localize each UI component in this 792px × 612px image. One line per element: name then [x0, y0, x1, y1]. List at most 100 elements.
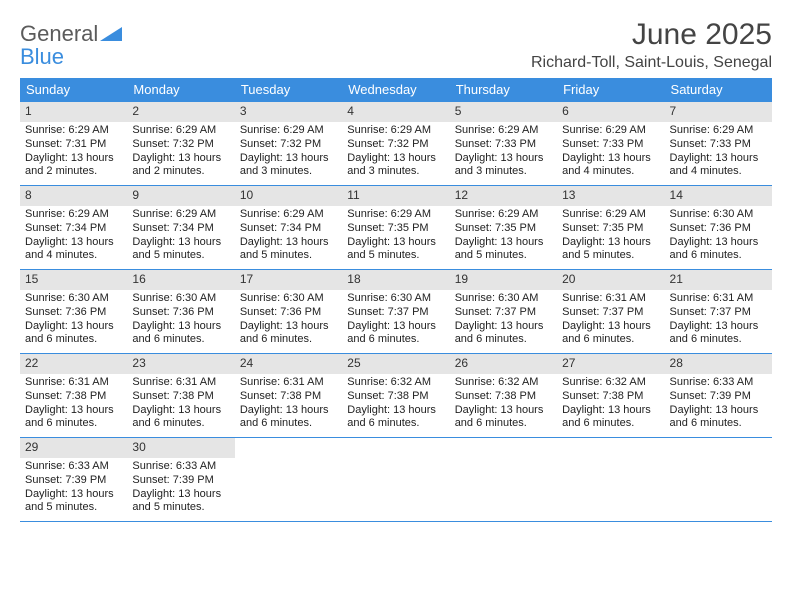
sunset-text: Sunset: 7:39 PM	[132, 474, 229, 488]
day-text: Daylight: 13 hours and 6 minutes.	[562, 320, 659, 348]
day-cell: 1 Sunrise: 6:29 AMSunset: 7:31 PMDaylight…	[20, 102, 127, 185]
sunrise-text: Sunrise: 6:29 AM	[562, 208, 659, 222]
day-cell: 12Sunrise: 6:29 AMSunset: 7:35 PMDayligh…	[450, 186, 557, 269]
sunrise-text: Sunrise: 6:30 AM	[132, 292, 229, 306]
day-text: Daylight: 13 hours and 6 minutes.	[670, 236, 767, 264]
logo-triangle-icon	[100, 27, 122, 41]
day-text: Daylight: 13 hours and 3 minutes.	[240, 152, 337, 180]
weekday-header: Wednesday	[342, 78, 449, 102]
sunrise-text: Sunrise: 6:29 AM	[455, 124, 552, 138]
day-text: Daylight: 13 hours and 5 minutes.	[347, 236, 444, 264]
day-text: Daylight: 13 hours and 2 minutes.	[132, 152, 229, 180]
brand-part1: General	[20, 21, 98, 46]
sunset-text: Sunset: 7:36 PM	[670, 222, 767, 236]
day-cell: 15Sunrise: 6:30 AMSunset: 7:36 PMDayligh…	[20, 270, 127, 353]
sunrise-text: Sunrise: 6:29 AM	[562, 124, 659, 138]
brand-part2: Blue	[20, 44, 64, 69]
week-row: 1Sunrise: 6:29 AMSunset: 7:31 PMDaylight…	[20, 102, 772, 186]
day-text: Daylight: 13 hours and 3 minutes.	[347, 152, 444, 180]
day-text: Daylight: 13 hours and 5 minutes.	[455, 236, 552, 264]
sunrise-text: Sunrise: 6:31 AM	[670, 292, 767, 306]
day-cell-empty	[450, 438, 557, 521]
day-cell-empty	[557, 438, 664, 521]
sunset-text: Sunset: 7:38 PM	[347, 390, 444, 404]
day-number: 29	[20, 438, 127, 458]
sunset-text: Sunset: 7:36 PM	[240, 306, 337, 320]
sunset-text: Sunset: 7:36 PM	[132, 306, 229, 320]
day-text: Daylight: 13 hours and 6 minutes.	[347, 404, 444, 432]
sunrise-text: Sunrise: 6:29 AM	[240, 208, 337, 222]
day-cell: 7Sunrise: 6:29 AMSunset: 7:33 PMDaylight…	[665, 102, 772, 185]
day-text: Daylight: 13 hours and 4 minutes.	[562, 152, 659, 180]
brand-logo: General Blue	[20, 22, 122, 68]
sunrise-text: Sunrise: 6:29 AM	[132, 208, 229, 222]
day-cell-empty	[665, 438, 772, 521]
day-number: 17	[235, 270, 342, 290]
day-number: 1	[20, 102, 127, 122]
sunrise-text: Sunrise: 6:29 AM	[670, 124, 767, 138]
day-text: Daylight: 13 hours and 5 minutes.	[25, 488, 122, 516]
day-text: Daylight: 13 hours and 3 minutes.	[455, 152, 552, 180]
day-cell: 27Sunrise: 6:32 AMSunset: 7:38 PMDayligh…	[557, 354, 664, 437]
day-number: 7	[665, 102, 772, 122]
day-text: Daylight: 13 hours and 6 minutes.	[25, 320, 122, 348]
day-number: 16	[127, 270, 234, 290]
day-text: Daylight: 13 hours and 5 minutes.	[562, 236, 659, 264]
day-cell: 19Sunrise: 6:30 AMSunset: 7:37 PMDayligh…	[450, 270, 557, 353]
day-text: Daylight: 13 hours and 6 minutes.	[670, 404, 767, 432]
day-cell-empty	[235, 438, 342, 521]
sunset-text: Sunset: 7:37 PM	[347, 306, 444, 320]
sunset-text: Sunset: 7:36 PM	[25, 306, 122, 320]
sunrise-text: Sunrise: 6:29 AM	[347, 208, 444, 222]
weekday-header: Monday	[127, 78, 234, 102]
week-row: 8Sunrise: 6:29 AMSunset: 7:34 PMDaylight…	[20, 186, 772, 270]
day-text: Daylight: 13 hours and 6 minutes.	[132, 404, 229, 432]
weekday-header: Sunday	[20, 78, 127, 102]
day-text: Daylight: 13 hours and 6 minutes.	[240, 320, 337, 348]
weeks-container: 1Sunrise: 6:29 AMSunset: 7:31 PMDaylight…	[20, 102, 772, 522]
sunrise-text: Sunrise: 6:30 AM	[25, 292, 122, 306]
week-row: 15Sunrise: 6:30 AMSunset: 7:36 PMDayligh…	[20, 270, 772, 354]
day-cell: 10Sunrise: 6:29 AMSunset: 7:34 PMDayligh…	[235, 186, 342, 269]
sunrise-text: Sunrise: 6:31 AM	[562, 292, 659, 306]
weekday-header-row: SundayMondayTuesdayWednesdayThursdayFrid…	[20, 78, 772, 102]
day-text: Daylight: 13 hours and 6 minutes.	[455, 404, 552, 432]
day-cell: 4Sunrise: 6:29 AMSunset: 7:32 PMDaylight…	[342, 102, 449, 185]
day-cell: 18Sunrise: 6:30 AMSunset: 7:37 PMDayligh…	[342, 270, 449, 353]
sunset-text: Sunset: 7:34 PM	[132, 222, 229, 236]
sunset-text: Sunset: 7:35 PM	[347, 222, 444, 236]
day-number: 28	[665, 354, 772, 374]
sunset-text: Sunset: 7:38 PM	[455, 390, 552, 404]
week-row: 29Sunrise: 6:33 AMSunset: 7:39 PMDayligh…	[20, 438, 772, 522]
day-cell: 26Sunrise: 6:32 AMSunset: 7:38 PMDayligh…	[450, 354, 557, 437]
sunset-text: Sunset: 7:39 PM	[670, 390, 767, 404]
sunset-text: Sunset: 7:31 PM	[25, 138, 122, 152]
sunrise-text: Sunrise: 6:29 AM	[132, 124, 229, 138]
calendar-page: General Blue June 2025 Richard-Toll, Sai…	[0, 0, 792, 532]
day-cell: 3Sunrise: 6:29 AMSunset: 7:32 PMDaylight…	[235, 102, 342, 185]
day-text: Daylight: 13 hours and 2 minutes.	[25, 152, 122, 180]
sunset-text: Sunset: 7:37 PM	[562, 306, 659, 320]
day-cell: 8Sunrise: 6:29 AMSunset: 7:34 PMDaylight…	[20, 186, 127, 269]
sunrise-text: Sunrise: 6:33 AM	[25, 460, 122, 474]
sunset-text: Sunset: 7:33 PM	[455, 138, 552, 152]
day-text: Daylight: 13 hours and 5 minutes.	[132, 236, 229, 264]
day-number: 2	[127, 102, 234, 122]
sunset-text: Sunset: 7:38 PM	[132, 390, 229, 404]
weekday-header: Thursday	[450, 78, 557, 102]
day-text: Daylight: 13 hours and 6 minutes.	[240, 404, 337, 432]
day-number: 8	[20, 186, 127, 206]
day-cell: 2 Sunrise: 6:29 AMSunset: 7:32 PMDaylight…	[127, 102, 234, 185]
sunset-text: Sunset: 7:32 PM	[132, 138, 229, 152]
day-number: 14	[665, 186, 772, 206]
title-block: June 2025 Richard-Toll, Saint-Louis, Sen…	[531, 18, 772, 72]
day-number: 12	[450, 186, 557, 206]
sunrise-text: Sunrise: 6:29 AM	[25, 124, 122, 138]
day-text: Daylight: 13 hours and 6 minutes.	[455, 320, 552, 348]
sunrise-text: Sunrise: 6:32 AM	[347, 376, 444, 390]
sunset-text: Sunset: 7:37 PM	[670, 306, 767, 320]
sunset-text: Sunset: 7:39 PM	[25, 474, 122, 488]
sunset-text: Sunset: 7:38 PM	[240, 390, 337, 404]
sunrise-text: Sunrise: 6:29 AM	[240, 124, 337, 138]
location-text: Richard-Toll, Saint-Louis, Senegal	[531, 54, 772, 72]
